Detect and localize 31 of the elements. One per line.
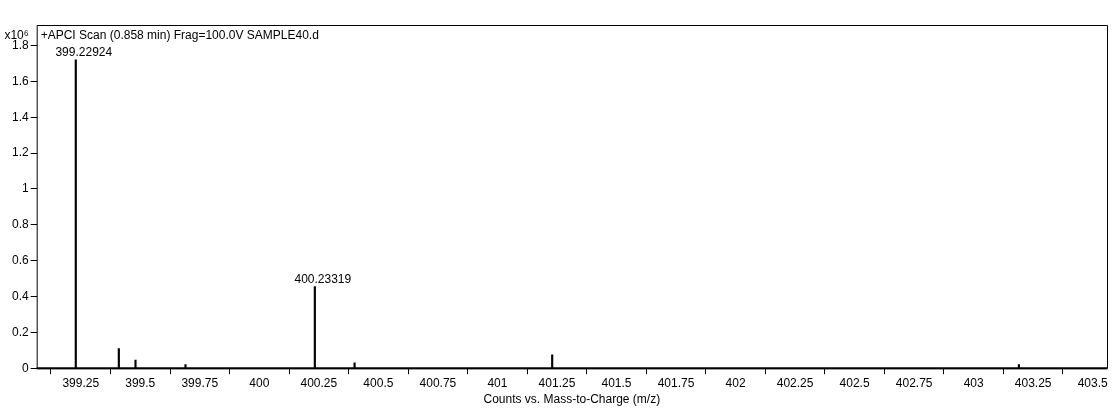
x-tick-label: 401.75 [657,375,695,390]
x-tick-label: 401 [487,375,508,390]
annotation: 399.22924 [55,45,113,60]
y-tick-label: 0.6 [11,252,29,267]
x-tick-label: 402 [725,375,746,390]
x-tick-label: 400 [249,375,270,390]
x-tick-label: 402.5 [839,375,870,390]
x-axis-title: Counts vs. Mass-to-Charge (m/z) [483,392,661,407]
y-tick-label: 1.4 [11,109,29,124]
annotation: 400.23319 [294,271,352,286]
x-tick-label: 399.75 [181,375,219,390]
x-tick-label: 401.5 [601,375,632,390]
x-tick-label: 403.5 [1077,375,1109,390]
x-tick-label: 400.75 [419,375,457,390]
x-tick-label: 402.25 [776,375,814,390]
x-tick-label: 399.5 [125,375,156,390]
y-tick-label: 1 [21,181,29,196]
chart-title: +APCI Scan (0.858 min) Frag=100.0V SAMPLE40.d [40,28,319,43]
y-tick-label: 1.2 [11,145,29,160]
y-tick-label: 1.6 [11,73,29,88]
x-tick-label: 400.5 [363,375,394,390]
x-tick-label: 400.25 [300,375,338,390]
x-tick-label: 403 [963,375,984,390]
y-tick-label: 0.2 [11,324,29,339]
x-tick-label: 401.25 [538,375,576,390]
y-tick-label: 0 [21,360,29,375]
y-tick-label: 0.4 [11,288,29,303]
x-tick-label: 402.75 [895,375,933,390]
y-tick-label: 0.8 [11,217,29,232]
x-tick-label: 399.25 [62,375,100,390]
x-tick-label: 403.25 [1014,375,1052,390]
